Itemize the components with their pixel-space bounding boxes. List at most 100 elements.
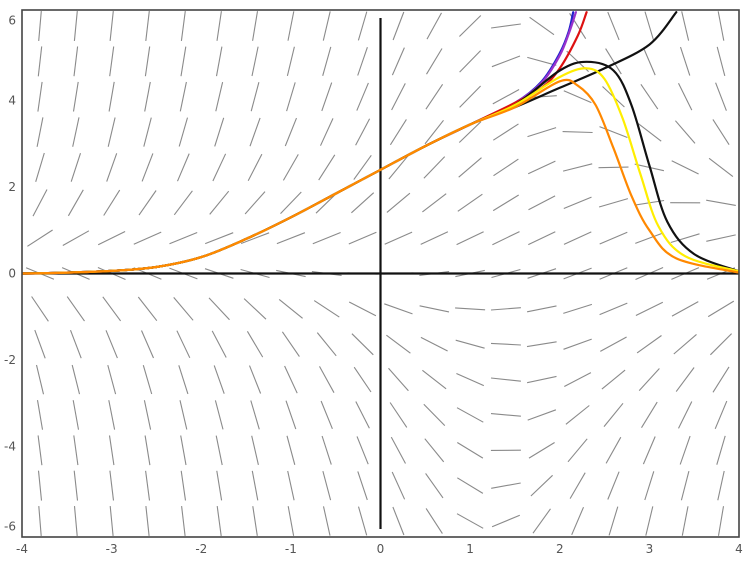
slope-segment-128 [313, 300, 340, 318]
slope-segment-27 [73, 435, 79, 466]
slope-segment-70 [178, 365, 189, 395]
slope-segment-175 [422, 369, 447, 390]
slope-segment-234 [563, 338, 592, 350]
slope-segment-43 [109, 470, 115, 501]
slope-segment-188 [455, 307, 486, 311]
slope-segment-240 [607, 11, 620, 41]
slope-segment-96 [240, 232, 270, 245]
slope-segment-293 [707, 300, 735, 318]
slope-segment-296 [714, 400, 728, 430]
slope-segment-171 [420, 231, 449, 245]
slope-segment-236 [565, 405, 590, 425]
slope-segment-176 [423, 403, 446, 426]
slope-segment-62 [179, 81, 187, 112]
slope-segment-261 [635, 232, 664, 244]
slope-segment-80 [209, 190, 230, 215]
slope-segment-51 [133, 231, 162, 245]
slope-segment-243 [599, 126, 628, 139]
slope-segment-258 [637, 122, 662, 142]
slope-segment-56 [143, 400, 152, 430]
slope-segment-206 [490, 413, 521, 417]
slope-segment-85 [213, 365, 225, 394]
slope-segment-54 [140, 330, 155, 359]
slope-segment-216 [528, 231, 556, 246]
slope-segment-122 [321, 82, 333, 112]
slope-segment-272 [678, 83, 693, 111]
slope-segment-68 [173, 297, 194, 321]
slope-segment-146 [355, 401, 370, 429]
slope-segment-4 [35, 152, 45, 182]
slope-segment-93 [249, 117, 261, 147]
slope-segment-180 [459, 15, 482, 37]
slope-segment-138 [355, 118, 371, 146]
slope-segment-279 [673, 333, 697, 355]
x-tick-label-2: -2 [195, 542, 207, 556]
solution-curve-0 [22, 11, 575, 275]
slope-segment-266 [641, 401, 658, 428]
slope-segment-229 [562, 163, 593, 172]
slope-segment-104 [252, 506, 258, 536]
slope-segment-30 [109, 11, 114, 41]
slope-segment-151 [391, 47, 405, 76]
slope-segment-26 [72, 400, 80, 430]
slope-segment-199 [493, 158, 519, 177]
slope-segment-69 [176, 330, 191, 359]
solution-curve-6 [22, 78, 739, 275]
slope-segment-208 [491, 482, 521, 489]
slope-segment-283 [680, 470, 690, 501]
slope-segment-220 [526, 375, 557, 384]
x-tick-label-0: -4 [16, 542, 28, 556]
x-tick-label-6: 2 [556, 542, 564, 556]
slope-segment-53 [137, 296, 158, 322]
slope-segment-204 [490, 342, 521, 346]
slope-segment-11 [36, 400, 44, 430]
slope-segment-185 [457, 193, 483, 212]
slope-segment-223 [530, 474, 553, 497]
slope-segment-238 [569, 472, 586, 499]
solution-curves [22, 11, 739, 275]
x-tick-label-7: 3 [646, 542, 654, 556]
slope-segment-249 [600, 336, 627, 352]
slope-segment-57 [144, 435, 151, 466]
slope-segment-163 [391, 471, 406, 500]
slope-segment-201 [492, 231, 520, 246]
slope-segment-114 [281, 331, 300, 357]
slope-segment-270 [681, 11, 690, 41]
slope-segment-92 [250, 82, 260, 112]
slope-segment-48 [143, 117, 152, 147]
slope-segment-101 [250, 400, 260, 430]
slope-segment-198 [493, 123, 519, 141]
slope-segment-235 [564, 372, 592, 387]
slope-segment-218 [526, 305, 557, 313]
x-tick-label-8: 4 [735, 542, 743, 556]
slope-segment-213 [527, 127, 557, 138]
y-tick-label-5: 4 [8, 94, 16, 108]
slope-segment-193 [457, 477, 484, 494]
slope-segment-244 [598, 166, 629, 169]
slope-segment-203 [490, 307, 521, 311]
slope-segment-278 [671, 301, 699, 317]
slope-segment-183 [458, 121, 482, 143]
slope-segment-33 [107, 117, 116, 147]
slope-segment-255 [644, 11, 655, 41]
slope-segment-50 [138, 190, 157, 216]
slope-segment-205 [490, 377, 521, 382]
slope-segment-74 [181, 506, 186, 536]
slope-segment-131 [320, 400, 333, 430]
slope-segment-276 [670, 233, 700, 244]
slope-segment-71 [179, 400, 188, 430]
slope-segment-237 [567, 438, 588, 463]
slope-segment-41 [108, 400, 116, 430]
slope-segment-83 [208, 297, 230, 321]
slope-segment-253 [607, 471, 620, 500]
slope-segment-178 [425, 473, 444, 499]
slope-segment-110 [280, 191, 302, 214]
slope-segment-10 [35, 364, 45, 395]
solution-curve-2 [22, 11, 588, 275]
slope-segment-133 [322, 470, 332, 501]
slope-segment-159 [386, 334, 411, 354]
slope-segment-177 [424, 438, 445, 463]
slope-segment-291 [706, 234, 736, 242]
slope-segment-117 [286, 435, 296, 465]
slope-segment-158 [384, 303, 413, 315]
